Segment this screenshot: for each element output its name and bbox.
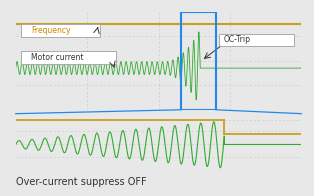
Text: Frequency: Frequency [31, 26, 71, 35]
FancyBboxPatch shape [21, 24, 100, 37]
FancyBboxPatch shape [219, 34, 294, 46]
Text: Over-current suppress OFF: Over-current suppress OFF [16, 177, 146, 187]
Bar [181, 12, 216, 110]
Text: OC-Trip: OC-Trip [224, 35, 251, 44]
FancyBboxPatch shape [21, 51, 116, 64]
Text: Motor current: Motor current [31, 53, 84, 62]
